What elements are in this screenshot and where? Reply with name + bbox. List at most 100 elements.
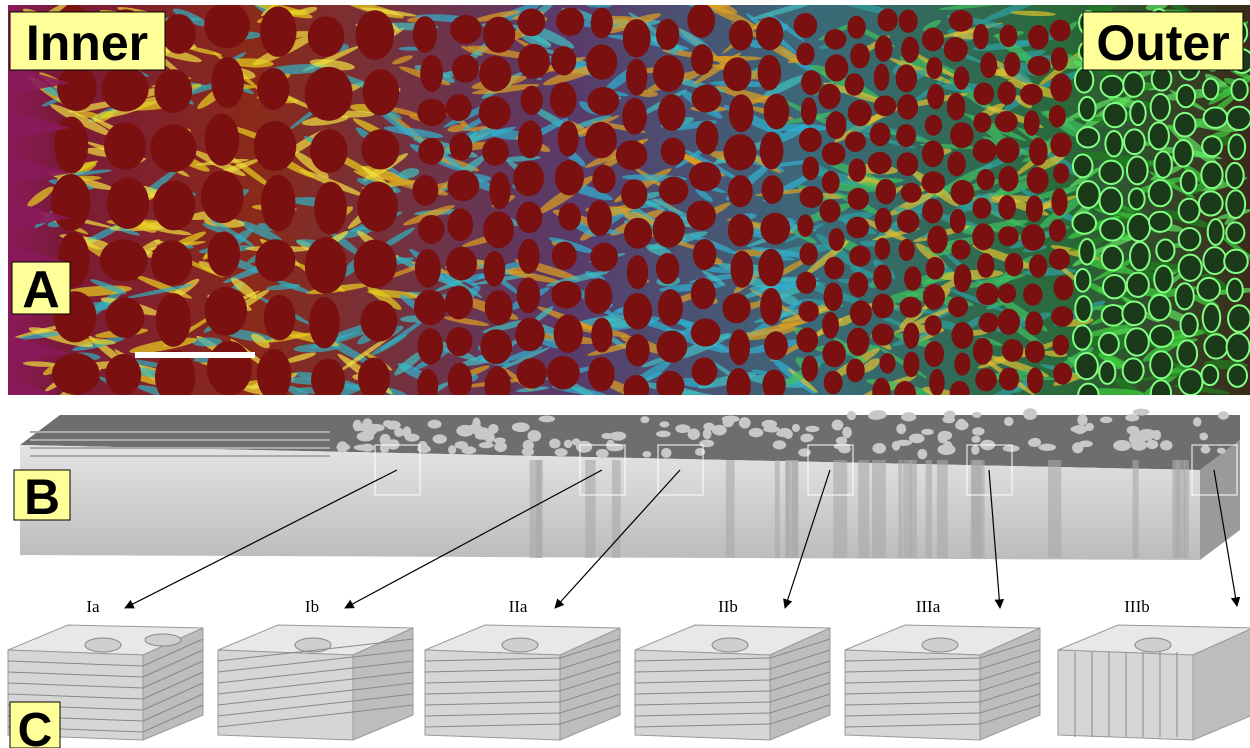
canal bbox=[758, 55, 782, 91]
canal bbox=[1149, 122, 1169, 149]
canal bbox=[973, 24, 989, 50]
canal bbox=[901, 37, 919, 63]
canal bbox=[896, 64, 917, 92]
canal bbox=[729, 94, 754, 132]
canal bbox=[658, 94, 685, 131]
canal bbox=[587, 200, 612, 236]
canal bbox=[207, 341, 252, 396]
pore bbox=[1193, 417, 1201, 426]
canal bbox=[484, 251, 506, 287]
canal bbox=[551, 281, 581, 309]
canal bbox=[623, 293, 652, 329]
canal bbox=[1002, 339, 1023, 362]
canal bbox=[1049, 248, 1070, 269]
pore bbox=[1003, 445, 1020, 452]
canal bbox=[723, 57, 751, 91]
pore bbox=[656, 431, 671, 438]
pore bbox=[1160, 440, 1172, 450]
canal bbox=[850, 300, 872, 326]
canal bbox=[974, 83, 995, 106]
pore bbox=[773, 440, 786, 449]
canal bbox=[760, 132, 784, 170]
canal bbox=[998, 81, 1016, 105]
canal bbox=[107, 178, 149, 229]
canal bbox=[623, 19, 651, 58]
pore bbox=[564, 440, 572, 449]
inner-label: Inner bbox=[26, 15, 148, 71]
canal bbox=[691, 278, 716, 309]
canal bbox=[1177, 340, 1197, 366]
figure: Inner Outer A B IaIbIIaIIbIIIaIIIb C bbox=[0, 0, 1250, 748]
pore bbox=[1072, 442, 1083, 453]
canal bbox=[897, 210, 920, 233]
canal bbox=[1077, 181, 1100, 208]
groove bbox=[910, 460, 917, 558]
canal bbox=[363, 69, 400, 115]
canal bbox=[995, 111, 1018, 132]
canal bbox=[1125, 328, 1149, 355]
canal bbox=[897, 94, 918, 119]
canal bbox=[1231, 79, 1247, 100]
canal bbox=[1208, 219, 1224, 245]
pore bbox=[695, 448, 705, 456]
canal bbox=[447, 208, 473, 241]
canal bbox=[1224, 250, 1248, 273]
canal bbox=[1226, 190, 1245, 218]
canal bbox=[1025, 311, 1043, 335]
pore bbox=[792, 424, 800, 432]
canal bbox=[1025, 341, 1045, 363]
canal bbox=[794, 13, 818, 38]
pore bbox=[675, 424, 690, 433]
canal bbox=[1020, 84, 1043, 105]
canal bbox=[896, 124, 916, 147]
canal bbox=[999, 367, 1019, 390]
canal bbox=[1021, 224, 1045, 251]
canal bbox=[309, 297, 340, 348]
canal bbox=[922, 28, 944, 52]
canal bbox=[1073, 155, 1093, 178]
canal bbox=[760, 213, 790, 245]
pore bbox=[921, 429, 933, 435]
canal bbox=[760, 288, 782, 326]
canal bbox=[847, 16, 865, 39]
canal bbox=[479, 56, 511, 92]
canal bbox=[558, 121, 579, 157]
groove bbox=[872, 460, 886, 558]
canal bbox=[922, 140, 944, 167]
canal bbox=[516, 202, 542, 233]
canal bbox=[417, 99, 446, 126]
pore bbox=[549, 438, 560, 448]
pore bbox=[1004, 417, 1014, 426]
canal bbox=[874, 95, 897, 116]
canal bbox=[848, 188, 870, 210]
pore bbox=[938, 431, 952, 441]
pore bbox=[1133, 409, 1150, 416]
pore bbox=[512, 422, 530, 432]
canal bbox=[653, 211, 685, 247]
pore bbox=[388, 422, 399, 430]
block-front bbox=[218, 650, 353, 740]
canal bbox=[585, 122, 617, 159]
canal bbox=[1227, 107, 1250, 130]
canal bbox=[846, 359, 864, 383]
canal bbox=[1099, 161, 1123, 184]
canal bbox=[480, 329, 512, 364]
canal bbox=[1154, 266, 1172, 293]
canal bbox=[1072, 212, 1096, 233]
canal bbox=[822, 341, 846, 368]
canal bbox=[846, 217, 869, 239]
canal bbox=[517, 277, 540, 313]
canal bbox=[264, 295, 296, 340]
pore bbox=[555, 448, 568, 456]
pore bbox=[838, 445, 850, 454]
groove bbox=[972, 460, 985, 558]
canal bbox=[691, 44, 713, 75]
canal bbox=[1150, 325, 1173, 347]
canal bbox=[1026, 195, 1043, 222]
pore bbox=[805, 426, 819, 432]
pore bbox=[892, 441, 900, 451]
pore bbox=[688, 428, 700, 439]
pore bbox=[942, 416, 955, 423]
pore bbox=[1125, 414, 1139, 421]
canal bbox=[873, 264, 891, 290]
